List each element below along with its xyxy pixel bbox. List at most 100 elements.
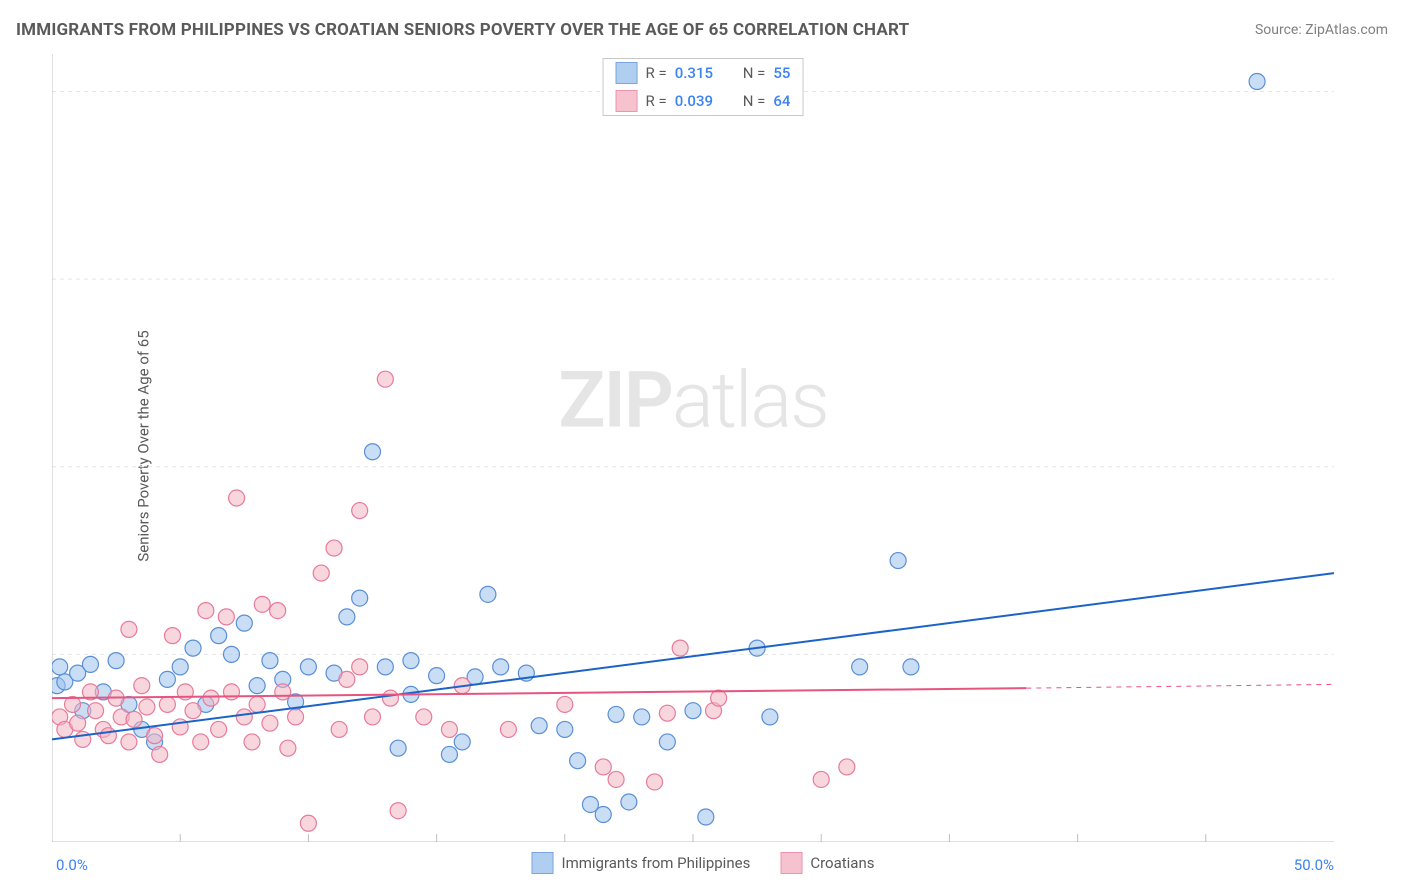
legend-swatch-icon <box>616 90 638 112</box>
data-point <box>147 728 163 744</box>
data-point <box>903 659 919 675</box>
series-name: Croatians <box>810 854 874 872</box>
data-point <box>685 703 701 719</box>
data-point <box>185 640 201 656</box>
data-point <box>570 753 586 769</box>
data-point <box>608 771 624 787</box>
data-point <box>134 678 150 694</box>
data-point <box>165 628 181 644</box>
x-axis-min-label: 0.0% <box>56 856 88 874</box>
data-point <box>890 553 906 569</box>
data-point <box>254 596 270 612</box>
data-point <box>223 684 239 700</box>
n-value: 55 <box>773 64 790 82</box>
data-point <box>262 653 278 669</box>
data-point <box>500 721 516 737</box>
data-point <box>275 684 291 700</box>
data-point <box>244 734 260 750</box>
data-point <box>108 653 124 669</box>
scatter-chart: 15.0%30.0%45.0%60.0% <box>52 54 1334 842</box>
r-label: R = <box>646 64 667 82</box>
data-point <box>608 706 624 722</box>
legend-swatch-icon <box>780 852 802 874</box>
data-point <box>352 590 368 606</box>
data-point <box>365 444 381 460</box>
data-point <box>416 709 432 725</box>
data-point <box>441 721 457 737</box>
data-point <box>198 603 214 619</box>
data-point <box>249 696 265 712</box>
data-point <box>595 806 611 822</box>
data-point <box>270 603 286 619</box>
source-label: Source: ZipAtlas.com <box>1255 22 1388 38</box>
data-point <box>390 740 406 756</box>
data-point <box>339 609 355 625</box>
data-point <box>236 709 252 725</box>
r-value: 0.039 <box>675 92 723 110</box>
data-point <box>121 621 137 637</box>
n-label: N = <box>743 92 766 110</box>
data-point <box>262 715 278 731</box>
data-point <box>493 659 509 675</box>
data-point <box>403 653 419 669</box>
legend-swatch-icon <box>616 62 638 84</box>
data-point <box>762 709 778 725</box>
data-point <box>159 671 175 687</box>
series-name: Immigrants from Philippines <box>562 854 751 872</box>
data-point <box>52 659 68 675</box>
data-point <box>229 490 245 506</box>
data-point <box>300 659 316 675</box>
correlation-legend: R = 0.315 N = 55 R = 0.039 N = 64 <box>603 58 804 116</box>
data-point <box>557 721 573 737</box>
data-point <box>377 371 393 387</box>
source-link[interactable]: ZipAtlas.com <box>1305 22 1388 38</box>
data-point <box>223 646 239 662</box>
data-point <box>647 774 663 790</box>
data-point <box>390 803 406 819</box>
data-point <box>711 690 727 706</box>
data-point <box>659 705 675 721</box>
legend-swatch-icon <box>532 852 554 874</box>
x-axis-max-label: 50.0% <box>1294 856 1334 874</box>
plot-area: ZIPatlas 15.0%30.0%45.0%60.0% <box>52 54 1334 842</box>
data-point <box>382 690 398 706</box>
data-point <box>331 721 347 737</box>
data-point <box>698 809 714 825</box>
data-point <box>339 671 355 687</box>
trend-line <box>52 688 1026 698</box>
data-point <box>441 746 457 762</box>
legend-stats-row: R = 0.039 N = 64 <box>604 87 803 115</box>
series-legend: Immigrants from Philippines Croatians <box>532 852 875 874</box>
data-point <box>352 503 368 519</box>
data-point <box>159 696 175 712</box>
data-point <box>88 703 104 719</box>
r-value: 0.315 <box>675 64 723 82</box>
data-point <box>288 709 304 725</box>
chart-title: IMMIGRANTS FROM PHILIPPINES VS CROATIAN … <box>16 20 909 40</box>
data-point <box>352 659 368 675</box>
data-point <box>121 734 137 750</box>
data-point <box>185 703 201 719</box>
data-point <box>839 759 855 775</box>
n-label: N = <box>743 64 766 82</box>
data-point <box>672 640 688 656</box>
n-value: 64 <box>773 92 790 110</box>
source-prefix: Source: <box>1255 22 1302 38</box>
data-point <box>659 734 675 750</box>
data-point <box>203 690 219 706</box>
data-point <box>326 540 342 556</box>
data-point <box>621 794 637 810</box>
data-point <box>139 699 155 715</box>
data-point <box>365 709 381 725</box>
data-point <box>634 709 650 725</box>
data-point <box>280 740 296 756</box>
series-legend-item: Immigrants from Philippines <box>532 852 751 874</box>
data-point <box>300 815 316 831</box>
series-legend-item: Croatians <box>780 852 874 874</box>
data-point <box>852 659 868 675</box>
data-point <box>377 659 393 675</box>
data-point <box>429 668 445 684</box>
data-point <box>557 696 573 712</box>
r-label: R = <box>646 92 667 110</box>
data-point <box>595 759 611 775</box>
